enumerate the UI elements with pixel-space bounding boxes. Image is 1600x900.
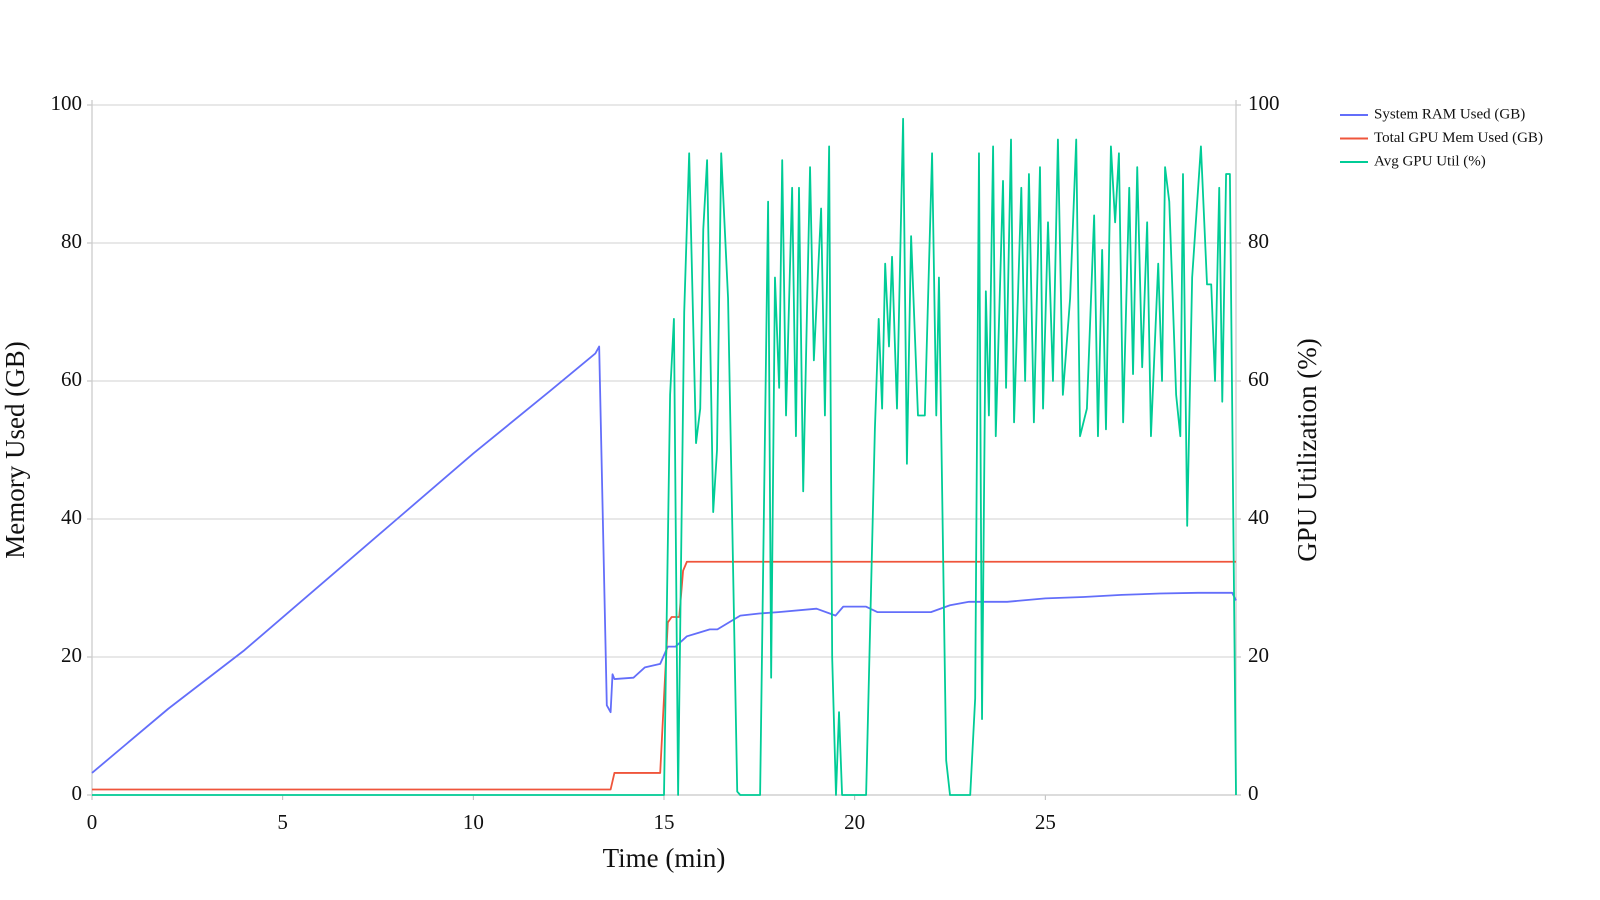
y2-tick-label: 40	[1248, 505, 1269, 529]
legend-label: Total GPU Mem Used (GB)	[1374, 130, 1543, 146]
x-tick-label: 20	[844, 810, 865, 834]
y2-tick-label: 60	[1248, 367, 1269, 391]
y-tick-label: 20	[61, 643, 82, 667]
y-tick-label: 100	[51, 91, 83, 115]
x-tick-label: 0	[87, 810, 98, 834]
y2-tick-label: 20	[1248, 643, 1269, 667]
y2-tick-label: 80	[1248, 229, 1269, 253]
series-line	[91, 345, 1237, 774]
y-tick-label: 40	[61, 505, 82, 529]
legend-label: System RAM Used (GB)	[1374, 106, 1525, 122]
y2-tick-label: 100	[1248, 91, 1280, 115]
x-tick-label: 15	[654, 810, 675, 834]
series-line	[92, 560, 1236, 791]
x-tick-label: 10	[463, 810, 484, 834]
y-tick-label: 0	[72, 781, 83, 805]
x-tick-label: 5	[277, 810, 288, 834]
y-tick-label: 80	[61, 229, 82, 253]
y-tick-label: 60	[61, 367, 82, 391]
y2-tick-label: 0	[1248, 781, 1259, 805]
y2-axis-title: GPU Utilization (%)	[1292, 338, 1322, 561]
legend-label: Avg GPU Util (%)	[1374, 153, 1486, 169]
y-axis-title: Memory Used (GB)	[0, 341, 30, 558]
x-tick-label: 25	[1035, 810, 1056, 834]
series-line	[92, 117, 1237, 796]
x-axis-title: Time (min)	[603, 843, 726, 873]
